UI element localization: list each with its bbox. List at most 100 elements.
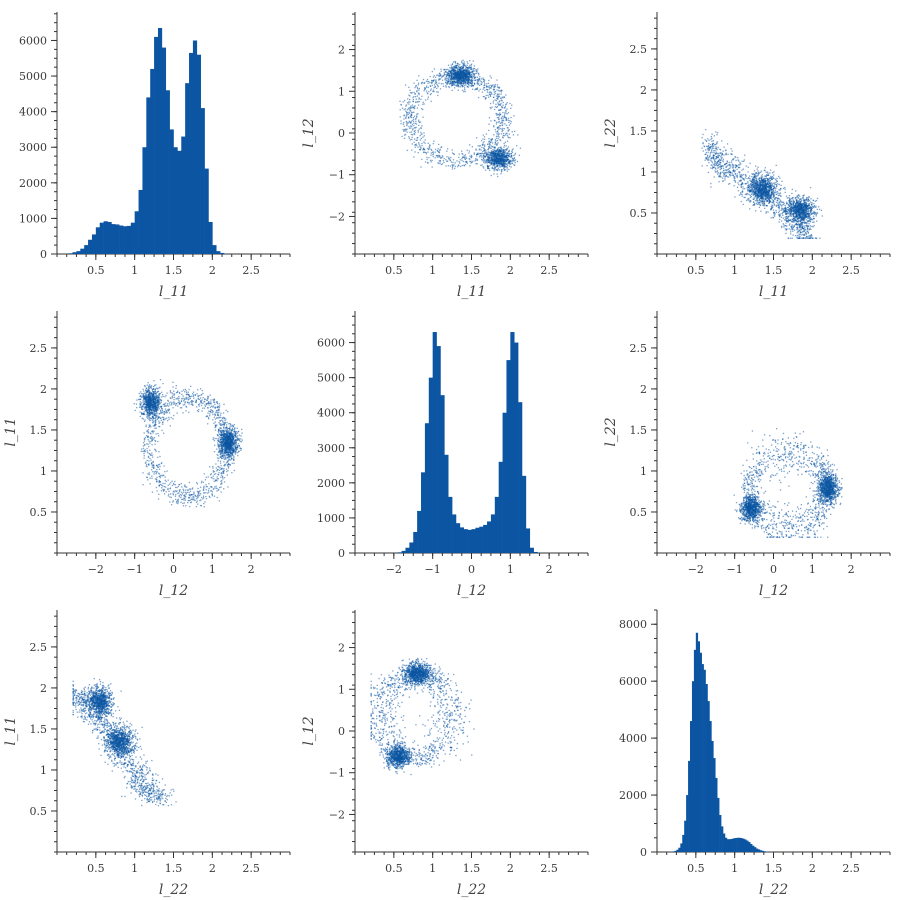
scatter-point <box>488 156 490 158</box>
scatter-point <box>480 149 482 151</box>
scatter-point <box>761 184 764 187</box>
scatter-point <box>464 69 466 72</box>
scatter-point <box>743 179 746 181</box>
scatter-point <box>459 159 461 161</box>
scatter-point <box>810 206 812 208</box>
scatter-point <box>483 86 486 89</box>
scatter-point <box>425 86 428 88</box>
scatter-point <box>702 141 704 144</box>
scatter-point <box>500 158 502 161</box>
scatter-point <box>477 80 479 82</box>
scatter-point <box>496 79 498 81</box>
scatter-point <box>459 165 462 168</box>
scatter-point <box>769 201 771 203</box>
scatter-point <box>750 189 752 191</box>
scatter-point <box>411 134 414 136</box>
scatter-point <box>768 183 770 185</box>
scatter-point <box>784 209 786 211</box>
scatter-point <box>759 185 761 188</box>
scatter-point <box>508 155 510 158</box>
scatter-point <box>772 194 774 196</box>
scatter-point <box>711 160 713 163</box>
scatter-point <box>447 72 449 74</box>
scatter-point <box>454 162 456 164</box>
scatter-point <box>497 121 500 123</box>
scatter-point <box>453 71 456 73</box>
scatter-point <box>484 144 486 146</box>
scatter-point <box>810 198 812 200</box>
scatter-point <box>803 205 805 207</box>
scatter-point <box>501 121 503 123</box>
scatter-point <box>707 144 710 147</box>
scatter-point <box>422 149 424 151</box>
scatter-point <box>809 206 811 208</box>
scatter-point <box>496 165 498 168</box>
scatter-point <box>403 99 406 102</box>
scatter-point <box>807 230 809 232</box>
scatter-point <box>711 167 714 170</box>
scatter-point <box>480 156 483 158</box>
scatter-point <box>731 158 734 160</box>
scatter-point <box>755 185 757 187</box>
histogram-bar <box>169 129 174 254</box>
scatter-point <box>497 160 499 162</box>
scatter-point <box>476 159 479 162</box>
scatter-point <box>804 201 807 204</box>
scatter-point <box>418 120 420 123</box>
scatter-point <box>507 150 510 153</box>
scatter-point <box>748 193 750 196</box>
scatter-point <box>463 80 466 82</box>
scatter-point <box>797 213 799 215</box>
scatter-point <box>445 159 447 161</box>
scatter-point <box>433 84 436 86</box>
scatter-point <box>439 78 441 80</box>
scatter-point <box>504 159 507 162</box>
scatter-point <box>431 151 434 154</box>
scatter-point <box>410 116 412 118</box>
scatter-point <box>774 178 776 180</box>
scatter-point <box>503 135 505 137</box>
scatter-point <box>459 82 461 84</box>
scatter-point <box>491 84 494 86</box>
scatter-point <box>753 203 755 206</box>
y-tick-label: 2 <box>338 44 345 57</box>
scatter-point <box>752 193 754 195</box>
scatter-point <box>467 80 469 82</box>
scatter-point <box>714 164 716 167</box>
scatter-point <box>428 146 430 148</box>
scatter-point <box>485 88 488 91</box>
scatter-point <box>461 79 464 81</box>
scatter-point <box>462 75 464 78</box>
scatter-point <box>458 69 460 71</box>
scatter-point <box>799 232 802 234</box>
scatter-point <box>507 157 509 159</box>
scatter-point <box>414 86 416 89</box>
scatter-point <box>751 175 753 178</box>
scatter-point <box>486 91 489 93</box>
scatter-point <box>722 164 724 167</box>
scatter-point <box>469 155 471 157</box>
scatter-point <box>408 103 410 105</box>
scatter-point <box>721 171 724 173</box>
scatter-point <box>775 187 777 189</box>
scatter-point <box>805 201 807 203</box>
scatter-point <box>772 174 775 176</box>
scatter-point <box>473 153 475 155</box>
scatter-point <box>507 154 509 156</box>
scatter-point <box>505 157 507 159</box>
scatter-point <box>720 154 723 156</box>
scatter-point <box>502 156 504 158</box>
x-tick-label: 2 <box>809 264 816 277</box>
scatter-point <box>485 154 488 156</box>
scatter-point <box>492 167 495 170</box>
scatter-point <box>778 201 781 203</box>
scatter-point <box>799 237 801 239</box>
scatter-point <box>410 105 412 107</box>
scatter-point <box>498 87 500 89</box>
scatter-point <box>474 76 476 78</box>
scatter-point <box>437 94 439 97</box>
scatter-point <box>489 95 492 98</box>
scatter-point <box>433 90 435 93</box>
scatter-point <box>715 148 717 150</box>
scatter-point <box>721 177 724 179</box>
